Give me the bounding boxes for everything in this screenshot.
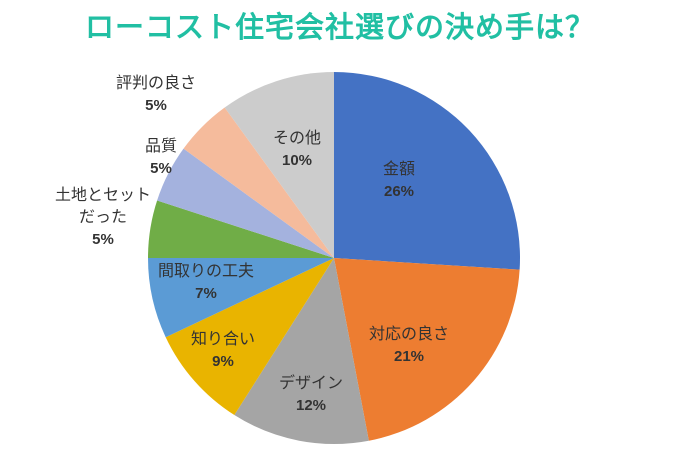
slice-label-7: 評判の良さ 5% — [116, 73, 196, 117]
pie-slice-7 — [183, 107, 334, 259]
slice-label-line: デザイン — [278, 375, 344, 392]
slice-label-line: 10% — [281, 152, 313, 169]
slice-label-line: 知り合い — [190, 331, 256, 348]
pie-slice-1 — [334, 258, 520, 441]
slice-label-line: 26% — [383, 183, 415, 200]
slice-label-1: 対応の良さ 21% — [369, 324, 449, 368]
slice-label-line: 評判の良さ — [115, 75, 197, 92]
slice-label-line: だった — [78, 209, 128, 226]
slice-label-8: その他 10% — [273, 128, 321, 172]
slice-label-line: 5% — [150, 160, 172, 177]
chart-title: ローコスト住宅会社選びの決め手は？ — [84, 12, 595, 44]
slice-label-0: 金額 26% — [383, 159, 415, 203]
slice-label-3: 知り合い 9% — [191, 329, 255, 373]
slice-label-6: 品質 5% — [145, 136, 177, 180]
slice-label-line: 間取りの工夫 — [157, 263, 255, 280]
slice-label-line: 品質 — [144, 138, 178, 155]
pie-slice-6 — [157, 148, 334, 258]
slice-label-line: その他 — [272, 130, 322, 147]
pie-slice-0 — [334, 72, 520, 270]
slice-label-line: 5% — [92, 231, 114, 248]
slice-label-5: 土地とセット だった 5% — [55, 185, 151, 251]
pie-slice-2 — [234, 258, 369, 445]
pie-slice-4 — [148, 258, 334, 338]
pie-slice-8 — [224, 72, 334, 258]
slice-label-line: 21% — [393, 348, 425, 365]
slice-label-line: 12% — [295, 397, 327, 414]
slice-label-line: 5% — [145, 97, 167, 114]
pie-slice-3 — [165, 258, 334, 416]
slice-label-4: 間取りの工夫 7% — [158, 261, 254, 305]
slice-label-2: デザイン 12% — [279, 373, 343, 417]
slice-label-line: 対応の良さ — [368, 326, 450, 343]
slice-label-line: 9% — [212, 353, 234, 370]
slice-label-line: 7% — [195, 285, 217, 302]
pie-slice-5 — [147, 200, 334, 258]
slice-label-line: 金額 — [382, 161, 416, 178]
slice-label-line: 土地とセット — [54, 187, 152, 204]
